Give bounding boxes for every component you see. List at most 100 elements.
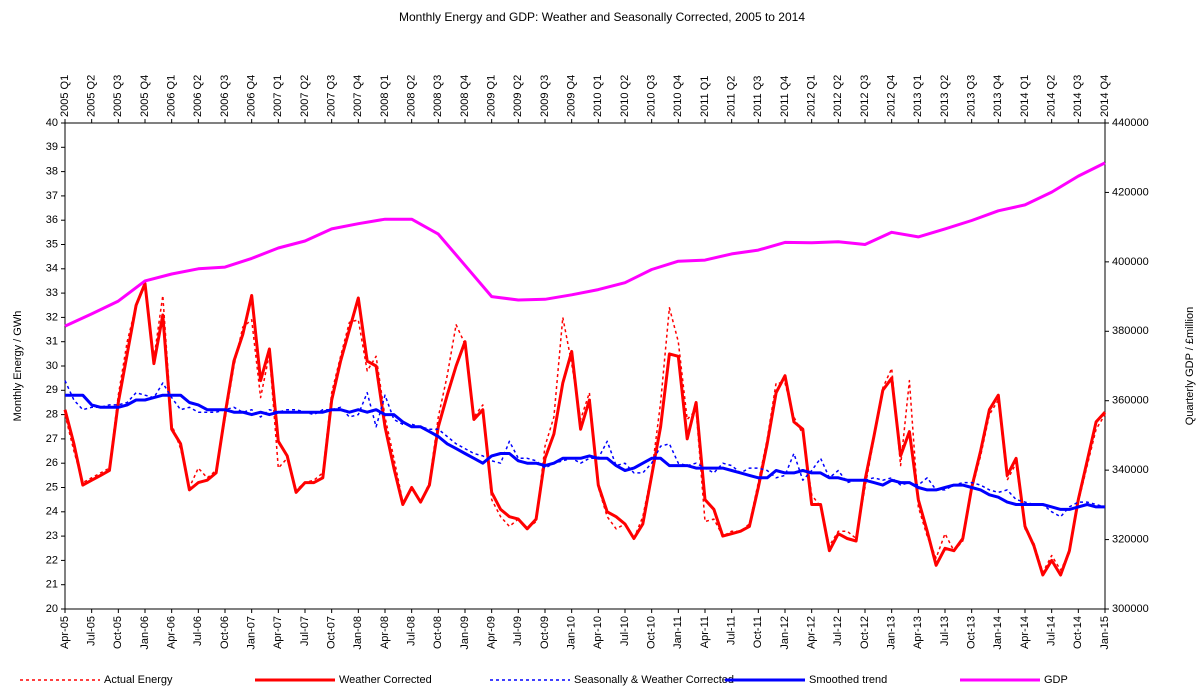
x-tick-label: Oct-14 [1072, 616, 1084, 649]
x2-tick-label: 2009 Q2 [512, 75, 524, 117]
x2-tick-label: 2008 Q4 [459, 75, 471, 117]
x-tick-label: Jul-11 [726, 616, 738, 645]
legend-label: Weather Corrected [339, 674, 432, 686]
x2-tick-label: 2006 Q4 [246, 75, 258, 117]
x2-tick-label: 2010 Q3 [646, 75, 658, 117]
x2-tick-label: 2012 Q1 [806, 75, 818, 117]
x2-tick-label: 2013 Q2 [939, 75, 951, 117]
x2-tick-label: 2014 Q3 [1072, 75, 1084, 117]
x-tick-label: Jan-13 [886, 616, 898, 650]
y-axis-label: Monthly Energy / GWh [12, 311, 24, 422]
series-line [63, 281, 1107, 577]
x-tick-label: Oct-08 [432, 616, 444, 649]
x2-tick-label: 2009 Q1 [486, 75, 498, 117]
y-tick-label: 31 [46, 336, 58, 348]
y-tick-label: 34 [46, 263, 58, 275]
x2-tick-label: 2005 Q3 [112, 75, 124, 117]
x2-tick-label: 2014 Q2 [1046, 75, 1058, 117]
x2-tick-label: 2006 Q3 [219, 75, 231, 117]
y-tick-label: 26 [46, 457, 58, 469]
x-tick-label: Apr-08 [379, 616, 391, 649]
x-tick-label: Oct-09 [539, 616, 551, 649]
y-tick-label: 27 [46, 433, 58, 445]
x-tick-label: Jan-15 [1099, 616, 1111, 650]
x-tick-label: Apr-06 [166, 616, 178, 649]
x-tick-label: Oct-11 [752, 616, 764, 648]
x-tick-label: Apr-14 [1019, 616, 1031, 649]
y-tick-label: 21 [46, 579, 58, 591]
x2-tick-label: 2007 Q1 [272, 75, 284, 117]
x2-tick-label: 2012 Q4 [886, 75, 898, 117]
y2-axis-label: Quarterly GDP / £million [1184, 307, 1196, 425]
y-tick-label: 30 [46, 360, 58, 372]
x2-tick-label: 2009 Q3 [539, 75, 551, 117]
legend-label: Actual Energy [104, 674, 173, 686]
legend-label: GDP [1044, 674, 1068, 686]
x2-tick-label: 2011 Q2 [726, 76, 738, 117]
y-tick-label: 20 [46, 603, 58, 615]
y-tick-label: 36 [46, 214, 58, 226]
y-tick-label: 25 [46, 481, 58, 493]
x2-tick-label: 2011 Q3 [752, 76, 764, 117]
x-tick-label: Oct-05 [112, 616, 124, 649]
x2-tick-label: 2014 Q4 [1099, 75, 1111, 117]
y-tick-label: 37 [46, 190, 58, 202]
legend-label: Smoothed trend [809, 674, 887, 686]
x-tick-label: Oct-10 [646, 616, 658, 649]
x-tick-label: Jan-11 [672, 616, 684, 649]
y2-tick-label: 420000 [1112, 186, 1149, 198]
series-line [64, 161, 1106, 328]
x-tick-label: Oct-06 [219, 616, 231, 649]
x-tick-label: Apr-05 [59, 616, 71, 649]
chart-title: Monthly Energy and GDP: Weather and Seas… [399, 10, 805, 24]
y2-tick-label: 300000 [1112, 603, 1149, 615]
x-tick-label: Oct-13 [966, 616, 978, 649]
x2-tick-label: 2013 Q4 [992, 75, 1004, 117]
x-tick-label: Jan-07 [246, 616, 258, 650]
x-tick-label: Jan-14 [992, 616, 1004, 650]
y-tick-label: 40 [46, 117, 58, 129]
y-tick-label: 23 [46, 530, 58, 542]
series-line [64, 285, 1106, 574]
x-tick-label: Jul-09 [512, 616, 524, 646]
y-tick-label: 24 [46, 506, 58, 518]
x2-tick-label: 2007 Q4 [352, 75, 364, 117]
x2-tick-label: 2006 Q1 [166, 75, 178, 117]
y-tick-label: 28 [46, 409, 58, 421]
x2-tick-label: 2005 Q2 [86, 75, 98, 117]
x2-tick-label: 2009 Q4 [566, 75, 578, 117]
x-tick-label: Apr-13 [912, 616, 924, 649]
x2-tick-label: 2005 Q1 [59, 75, 71, 117]
x2-tick-label: 2010 Q2 [619, 75, 631, 117]
x-tick-label: Jul-05 [86, 616, 98, 646]
x-tick-label: Oct-07 [326, 616, 338, 649]
x-tick-label: Jul-08 [406, 616, 418, 646]
x2-tick-label: 2012 Q3 [859, 75, 871, 117]
y-tick-label: 35 [46, 238, 58, 250]
y2-tick-label: 380000 [1112, 325, 1149, 337]
x-tick-label: Jan-09 [459, 616, 471, 650]
x-tick-label: Jul-07 [299, 616, 311, 646]
y-tick-label: 29 [46, 384, 58, 396]
x2-tick-label: 2014 Q1 [1019, 75, 1031, 117]
x-tick-label: Jul-13 [939, 616, 951, 646]
x-tick-label: Jan-06 [139, 616, 151, 650]
x-tick-label: Jul-10 [619, 616, 631, 646]
x-tick-label: Jul-06 [192, 616, 204, 646]
x-tick-label: Jan-12 [779, 616, 791, 650]
y2-tick-label: 440000 [1112, 117, 1149, 129]
y2-tick-label: 400000 [1112, 256, 1149, 268]
x-tick-label: Oct-12 [859, 616, 871, 649]
plot-frame [64, 122, 1106, 610]
x-tick-label: Jan-10 [566, 616, 578, 650]
x2-tick-label: 2006 Q2 [192, 75, 204, 117]
x-tick-label: Jul-12 [832, 616, 844, 646]
x-tick-label: Apr-12 [806, 616, 818, 649]
x-tick-label: Jan-08 [352, 616, 364, 650]
x2-tick-label: 2013 Q3 [966, 75, 978, 117]
x2-tick-label: 2011 Q4 [779, 76, 791, 117]
y-tick-label: 22 [46, 554, 58, 566]
x-tick-label: Apr-10 [592, 616, 604, 649]
x2-tick-label: 2010 Q4 [672, 75, 684, 117]
